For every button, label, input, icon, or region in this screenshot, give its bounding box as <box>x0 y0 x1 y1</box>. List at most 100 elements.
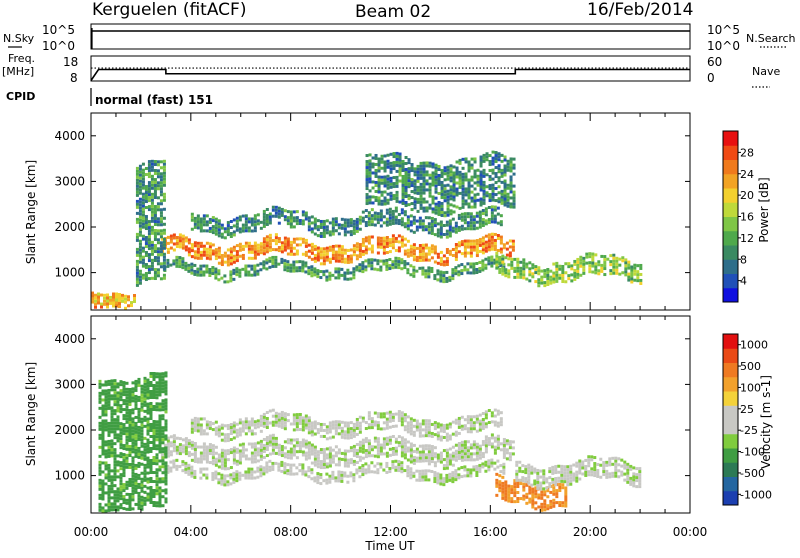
power-echo-cell <box>576 270 579 273</box>
power-echo-cell <box>230 226 233 229</box>
vel-echo-cell <box>149 495 152 498</box>
power-echo-cell <box>468 181 471 184</box>
vel-echo-cell <box>175 468 178 471</box>
power-echo-cell <box>218 222 221 225</box>
power-echo-cell <box>292 270 295 273</box>
power-echo-cell <box>142 211 145 214</box>
power-echo-cell <box>263 237 266 240</box>
vel-echo-cell <box>146 451 149 454</box>
power-echo-cell <box>417 177 420 180</box>
vel-echo-cell <box>284 446 287 449</box>
power-echo-cell <box>455 255 458 258</box>
vel-ytick-label: 4000 <box>54 332 85 346</box>
vel-echo-cell <box>140 430 143 433</box>
power-echo-cell <box>380 243 383 246</box>
vel-echo-cell <box>433 477 436 480</box>
vel-echo-cell <box>107 509 110 512</box>
power-echo-cell <box>465 157 468 160</box>
power-colorbar-swatch <box>723 160 738 175</box>
vel-echo-cell <box>113 448 116 451</box>
power-echo-cell <box>269 218 272 221</box>
power-echo-cell <box>269 221 272 224</box>
vel-echo-cell <box>110 430 113 433</box>
power-echo-cell <box>639 282 642 285</box>
power-echo-cell <box>322 273 325 276</box>
vel-echo-cell <box>537 505 540 508</box>
power-echo-cell <box>106 296 109 299</box>
power-echo-cell <box>425 256 428 259</box>
power-echo-cell <box>482 212 485 215</box>
vel-echo-cell <box>149 417 152 420</box>
power-echo-cell <box>485 213 488 216</box>
power-echo-cell <box>106 299 109 302</box>
vel-echo-cell <box>110 421 113 424</box>
power-echo-cell <box>573 269 576 272</box>
power-echo-cell <box>139 168 142 171</box>
vel-echo-cell <box>487 462 490 465</box>
vel-echo-cell <box>386 443 389 446</box>
power-echo-cell <box>522 276 525 279</box>
vel-echo-cell <box>314 427 317 430</box>
power-echo-cell <box>461 243 464 246</box>
vel-echo-cell <box>524 471 527 474</box>
power-echo-cell <box>280 261 283 264</box>
power-echo-cell <box>468 178 471 181</box>
power-echo-cell <box>633 264 636 267</box>
power-echo-cell <box>281 211 284 214</box>
power-echo-cell <box>239 227 242 230</box>
power-echo-cell <box>296 252 299 255</box>
power-echo-cell <box>139 270 142 273</box>
vel-echo-cell <box>131 381 134 384</box>
vel-echo-cell <box>113 418 116 421</box>
vel-echo-cell <box>509 446 512 449</box>
vel-echo-cell <box>187 473 190 476</box>
power-echo-cell <box>197 248 200 251</box>
vel-echo-cell <box>116 454 119 457</box>
power-echo-cell <box>476 212 479 215</box>
vel-echo-cell <box>155 384 158 387</box>
vel-echo-cell <box>254 451 257 454</box>
power-echo-cell <box>570 279 573 282</box>
vel-echo-cell <box>194 451 197 454</box>
power-echo-cell <box>310 265 313 268</box>
vel-echo-cell <box>422 419 425 422</box>
vel-echo-cell <box>140 388 143 391</box>
vel-echo-cell <box>257 450 260 453</box>
vel-echo-cell <box>377 421 380 424</box>
vel-echo-cell <box>137 462 140 465</box>
power-echo-cell <box>513 203 516 206</box>
vel-echo-cell <box>431 451 434 454</box>
vel-echo-cell <box>257 425 260 428</box>
power-echo-cell <box>552 281 555 284</box>
power-echo-cell <box>338 223 341 226</box>
vel-echo-cell <box>353 426 356 429</box>
power-echo-cell <box>212 228 215 231</box>
vel-echo-cell <box>389 417 392 420</box>
power-echo-cell <box>112 298 115 301</box>
vel-echo-cell <box>428 459 431 462</box>
power-echo-cell <box>254 220 257 223</box>
vel-echo-cell <box>410 429 413 432</box>
vel-echo-cell <box>155 489 158 492</box>
vel-echo-cell <box>305 440 308 443</box>
vel-echo-cell <box>140 439 143 442</box>
power-echo-cell <box>393 155 396 158</box>
power-echo-cell <box>142 172 145 175</box>
power-echo-cell <box>397 263 400 266</box>
vel-echo-cell <box>188 451 191 454</box>
power-echo-cell <box>358 266 361 269</box>
power-echo-cell <box>639 279 642 282</box>
vel-echo-cell <box>473 446 476 449</box>
power-echo-cell <box>157 223 160 226</box>
power-echo-cell <box>329 258 332 261</box>
vel-echo-cell <box>313 476 316 479</box>
vel-echo-cell <box>371 426 374 429</box>
power-echo-cell <box>435 191 438 194</box>
power-echo-cell <box>420 165 423 168</box>
power-echo-cell <box>633 267 636 270</box>
power-echo-cell <box>387 160 390 163</box>
power-echo-cell <box>218 225 221 228</box>
vel-echo-cell <box>326 462 329 465</box>
vel-echo-cell <box>98 494 101 497</box>
vel-echo-cell <box>101 383 104 386</box>
